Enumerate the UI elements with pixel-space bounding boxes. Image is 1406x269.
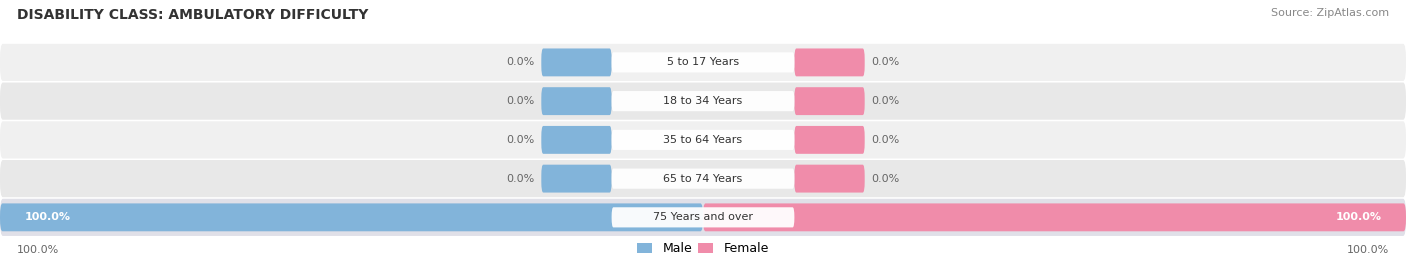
Text: 0.0%: 0.0% [506,135,534,145]
Legend: Male, Female: Male, Female [633,237,773,260]
Text: 0.0%: 0.0% [506,96,534,106]
Text: 0.0%: 0.0% [872,57,900,68]
Text: 35 to 64 Years: 35 to 64 Years [664,135,742,145]
Text: 0.0%: 0.0% [506,174,534,184]
Text: 100.0%: 100.0% [17,245,59,255]
Text: 0.0%: 0.0% [872,135,900,145]
FancyBboxPatch shape [612,130,794,150]
FancyBboxPatch shape [541,165,612,193]
Text: 100.0%: 100.0% [1336,212,1381,222]
FancyBboxPatch shape [794,87,865,115]
Text: 18 to 34 Years: 18 to 34 Years [664,96,742,106]
FancyBboxPatch shape [794,165,865,193]
FancyBboxPatch shape [794,48,865,76]
FancyBboxPatch shape [0,121,1406,158]
FancyBboxPatch shape [794,126,865,154]
Text: 0.0%: 0.0% [872,96,900,106]
FancyBboxPatch shape [0,199,1406,236]
Text: DISABILITY CLASS: AMBULATORY DIFFICULTY: DISABILITY CLASS: AMBULATORY DIFFICULTY [17,8,368,22]
FancyBboxPatch shape [0,203,703,231]
Text: 0.0%: 0.0% [506,57,534,68]
FancyBboxPatch shape [541,48,612,76]
FancyBboxPatch shape [612,169,794,189]
FancyBboxPatch shape [612,207,794,227]
FancyBboxPatch shape [703,203,1406,231]
Text: 0.0%: 0.0% [872,174,900,184]
Text: 5 to 17 Years: 5 to 17 Years [666,57,740,68]
FancyBboxPatch shape [0,160,1406,197]
FancyBboxPatch shape [541,126,612,154]
FancyBboxPatch shape [612,52,794,72]
Text: 65 to 74 Years: 65 to 74 Years [664,174,742,184]
Text: 75 Years and over: 75 Years and over [652,212,754,222]
FancyBboxPatch shape [0,83,1406,120]
FancyBboxPatch shape [612,91,794,111]
Text: 100.0%: 100.0% [25,212,70,222]
FancyBboxPatch shape [0,44,1406,81]
FancyBboxPatch shape [541,87,612,115]
Text: 100.0%: 100.0% [1347,245,1389,255]
Text: Source: ZipAtlas.com: Source: ZipAtlas.com [1271,8,1389,18]
